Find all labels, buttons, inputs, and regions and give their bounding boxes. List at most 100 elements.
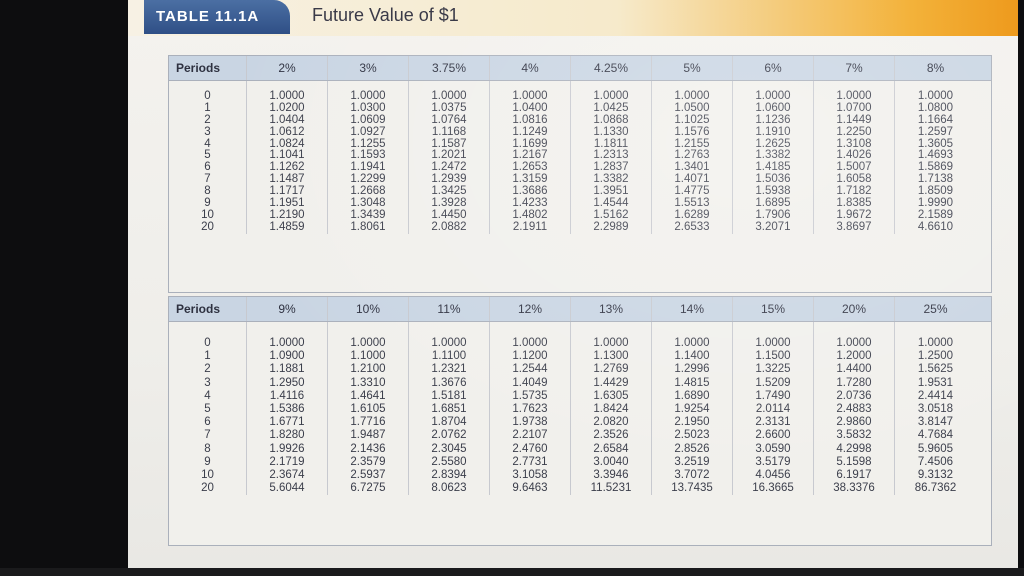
table-cell: 3.7072 [674,468,710,481]
table-cell: 1.0000 [674,90,710,102]
period-number: 8 [204,185,211,198]
table-cell: 1.1941 [350,161,386,174]
rate-header: 3% [328,56,409,80]
table-cell: 1.1593 [350,149,386,162]
table-cell: 1.2996 [674,363,710,376]
period-number: 8 [204,442,211,455]
table-cell: 86.7362 [914,482,957,495]
table-cell: 4.2998 [836,442,872,455]
table-cell: 1.9990 [917,197,954,210]
rate-column: 1.0000 1.0400 1.0816 1.1249 1.1699 1.2167 1.26… [490,81,571,234]
period-number: 7 [204,429,211,442]
table-cell: 1.2190 [269,208,305,221]
table-cell: 3.2071 [755,220,791,233]
period-number: 3 [204,125,211,138]
table-cell: 1.2837 [593,161,629,174]
rate-column: 1.0000 1.0200 1.0404 1.0612 1.0824 1.1041 1.12… [247,81,328,234]
table-cell: 1.9487 [350,429,386,442]
table-cell: 7.4506 [917,455,954,468]
table-cell: 1.3605 [917,137,954,150]
period-number: 0 [204,337,211,349]
table-cell: 2.5580 [431,455,467,468]
table-cell: 4.7684 [917,429,954,442]
period-number: 2 [204,113,211,126]
table-cell: 1.1881 [269,363,305,376]
table-cell: 1.1025 [674,113,710,126]
period-number: 0 [204,90,211,102]
table-cell: 1.6895 [755,197,791,210]
table-cell: 2.3526 [593,429,629,442]
table-cell: 2.4883 [836,402,872,415]
table-cell: 1.3928 [431,197,467,210]
table-cell: 1.0400 [512,101,548,114]
table-cell: 2.4760 [512,442,548,455]
table-cell: 3.5179 [755,455,791,468]
table-cell: 1.2625 [755,137,791,150]
table-cell: 1.3108 [836,137,872,150]
table-cell: 1.2021 [431,149,467,162]
table-cell: 1.7490 [755,389,791,402]
table-cell: 1.0300 [350,101,386,114]
table-cell: 1.7182 [836,185,872,198]
table-cell: 1.2321 [431,363,467,376]
table-cell: 1.7280 [836,376,872,389]
table-caption: Future Value of $1 [312,5,459,25]
table-cell: 3.1058 [512,468,548,481]
table-cell: 1.0404 [269,113,305,126]
table-cell: 1.3382 [593,173,629,186]
table-cell: 1.9672 [836,208,872,221]
table-cell: 3.0040 [593,455,629,468]
table-cell: 1.1699 [512,137,548,150]
table-cell: 1.0000 [755,337,791,349]
table-cell: 1.6305 [593,389,629,402]
period-number: 3 [204,376,211,389]
table-cell: 1.1100 [431,350,467,363]
table-cell: 1.2472 [431,161,467,174]
table-cell: 1.0200 [269,101,305,114]
table-cell: 2.0820 [593,416,629,429]
table-cell: 1.5386 [269,402,305,415]
table-cell: 1.2597 [917,125,954,138]
table-cell: 1.3048 [350,197,386,210]
table-cell: 1.1262 [269,161,305,174]
rate-header: 4% [490,56,571,80]
table-cell: 1.0000 [512,337,548,349]
table-cell: 1.3382 [755,149,791,162]
table-cell: 1.2250 [836,125,872,138]
table-cell: 1.1449 [836,113,872,126]
rate-column: 1.0000 1.1400 1.2996 1.4815 1.6890 1.9254 2.19… [652,322,733,496]
rate-header: 11% [409,297,490,321]
table-cell: 1.3686 [512,185,548,198]
table-cell: 1.4775 [674,185,710,198]
table-cell: 1.5007 [836,161,872,174]
table-cell: 1.9254 [674,402,710,415]
table-cell: 1.1717 [269,185,305,198]
fv-table-low-rates: Periods 2% 3% 3.75% 4% 4.25% 5% 6% 7% 8%… [168,55,992,293]
table-cell: 1.0000 [674,337,710,349]
table-cell: 1.4049 [512,376,548,389]
period-number: 10 [201,468,214,481]
rate-header: 5% [652,56,733,80]
table-cell: 1.0500 [674,101,710,114]
table-cell: 1.3159 [512,173,548,186]
rate-column: 1.0000 1.2500 1.5625 1.9531 2.4414 3.0518 3.81… [895,322,976,495]
rate-header: 14% [652,297,733,321]
table-cell: 1.8280 [269,429,305,442]
table-cell: 1.6289 [674,208,710,221]
table-cell: 2.8526 [674,442,710,455]
period-number: 2 [204,363,211,376]
table-cell: 1.0000 [593,90,629,102]
table-cell: 2.6600 [755,429,791,442]
table-cell: 1.0375 [431,101,467,114]
table-cell: 2.0882 [431,220,467,233]
table-cell: 1.3676 [431,376,467,389]
table-cell: 16.3665 [752,482,794,495]
period-number: 6 [204,416,211,429]
table-cell: 1.5869 [917,161,954,174]
rate-column: 1.0000 1.1300 1.2769 1.4429 1.6305 1.8424 2.08… [571,322,652,496]
table-cell: 1.4185 [755,161,791,174]
period-number: 20 [201,482,214,495]
rate-column: 1.0000 1.0500 1.1025 1.1576 1.2155 1.2763 1.34… [652,81,733,234]
table-cell: 1.5513 [674,197,710,210]
period-number: 4 [204,389,211,402]
